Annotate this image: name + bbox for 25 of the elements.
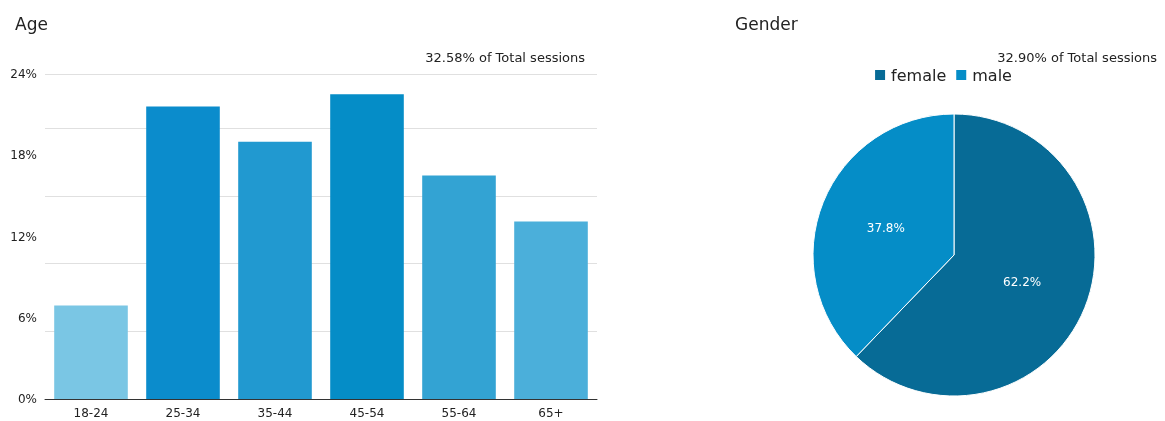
x-tick-label: 65+ [538,406,564,420]
bar [514,221,588,399]
chart-subtitle: 32.90% of Total sessions [997,50,1158,65]
bar [238,141,312,399]
x-tick-label: 35-44 [257,406,293,420]
bar [422,175,496,399]
chart-title: Age [15,13,48,34]
y-tick-label: 18% [10,148,37,163]
legend-label: male [972,65,1012,85]
y-tick-label: 12% [10,229,37,244]
y-tick-label: 0% [17,392,37,406]
data-label: 62.2% [1003,275,1042,290]
y-tick-label: 24% [10,67,37,81]
x-tick-label: 45-54 [349,406,385,420]
x-tick-label: 25-34 [165,406,201,420]
bar [54,305,128,399]
y-tick-label: 6% [17,310,37,325]
chart-subtitle: 32.58% of Total sessions [425,50,586,65]
bar [146,106,220,399]
data-label: 37.8% [866,220,905,235]
x-tick-label: 55-64 [441,406,477,420]
legend-label: female [891,65,947,85]
bar [330,94,404,399]
x-tick-label: 18-24 [73,406,109,420]
chart-title: Gender [735,13,798,34]
